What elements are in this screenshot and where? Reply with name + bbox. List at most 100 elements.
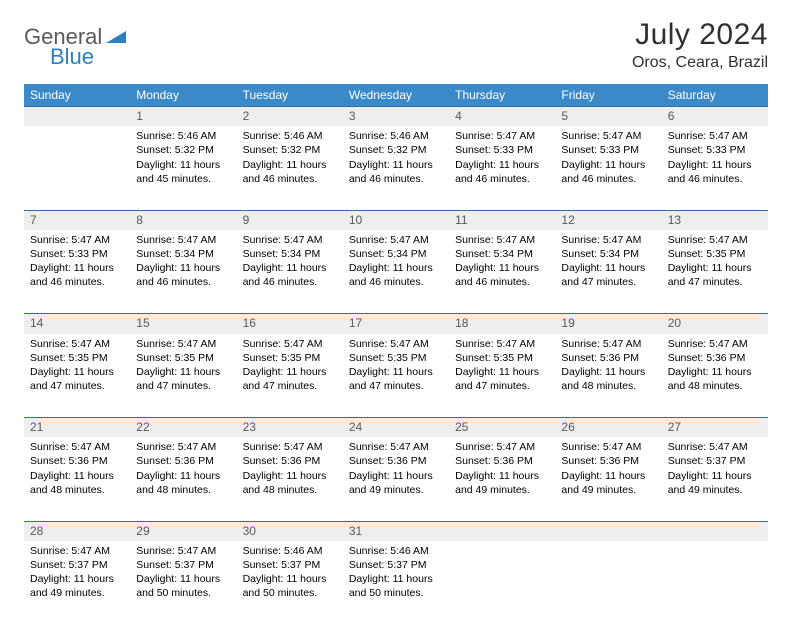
sunset-label: Sunset: 5:34 PM — [136, 247, 230, 261]
day-cell: Sunrise: 5:47 AMSunset: 5:37 PMDaylight:… — [130, 541, 236, 625]
sunset-label: Sunset: 5:36 PM — [668, 351, 762, 365]
day-cell-content: Sunrise: 5:47 AMSunset: 5:36 PMDaylight:… — [24, 437, 130, 503]
day-cell-content — [449, 541, 555, 550]
day-number: 6 — [662, 107, 768, 127]
day-cell — [555, 541, 661, 625]
day-number: 20 — [662, 314, 768, 334]
day-cell-content: Sunrise: 5:47 AMSunset: 5:37 PMDaylight:… — [24, 541, 130, 607]
sunset-label: Sunset: 5:37 PM — [243, 558, 337, 572]
day-number: 15 — [130, 314, 236, 334]
day-cell-content: Sunrise: 5:47 AMSunset: 5:35 PMDaylight:… — [343, 334, 449, 400]
day-number: 17 — [343, 314, 449, 334]
day-cell-content: Sunrise: 5:47 AMSunset: 5:33 PMDaylight:… — [555, 126, 661, 192]
day-number: 30 — [237, 521, 343, 541]
day-cell-content: Sunrise: 5:46 AMSunset: 5:32 PMDaylight:… — [130, 126, 236, 192]
day-cell: Sunrise: 5:47 AMSunset: 5:36 PMDaylight:… — [662, 334, 768, 418]
day-content-row: Sunrise: 5:47 AMSunset: 5:33 PMDaylight:… — [24, 230, 768, 314]
daylight-label: Daylight: 11 hours and 46 minutes. — [668, 158, 762, 186]
sunset-label: Sunset: 5:36 PM — [455, 454, 549, 468]
sunrise-label: Sunrise: 5:47 AM — [349, 233, 443, 247]
day-number: 27 — [662, 418, 768, 438]
sunset-label: Sunset: 5:33 PM — [668, 143, 762, 157]
sunrise-label: Sunrise: 5:47 AM — [349, 440, 443, 454]
day-cell-content: Sunrise: 5:47 AMSunset: 5:36 PMDaylight:… — [662, 334, 768, 400]
day-cell-content: Sunrise: 5:47 AMSunset: 5:36 PMDaylight:… — [343, 437, 449, 503]
sunset-label: Sunset: 5:32 PM — [349, 143, 443, 157]
daylight-label: Daylight: 11 hours and 49 minutes. — [349, 469, 443, 497]
daylight-label: Daylight: 11 hours and 47 minutes. — [136, 365, 230, 393]
daylight-label: Daylight: 11 hours and 47 minutes. — [349, 365, 443, 393]
daylight-label: Daylight: 11 hours and 46 minutes. — [243, 261, 337, 289]
sunset-label: Sunset: 5:35 PM — [136, 351, 230, 365]
sunset-label: Sunset: 5:33 PM — [561, 143, 655, 157]
sunrise-label: Sunrise: 5:47 AM — [561, 337, 655, 351]
day-number: 16 — [237, 314, 343, 334]
day-cell: Sunrise: 5:47 AMSunset: 5:36 PMDaylight:… — [130, 437, 236, 521]
day-number — [24, 107, 130, 127]
title-block: July 2024 Oros, Ceara, Brazil — [632, 18, 768, 72]
sunset-label: Sunset: 5:35 PM — [30, 351, 124, 365]
sunrise-label: Sunrise: 5:47 AM — [561, 440, 655, 454]
day-number-row: 78910111213 — [24, 210, 768, 230]
day-cell: Sunrise: 5:47 AMSunset: 5:35 PMDaylight:… — [237, 334, 343, 418]
sunset-label: Sunset: 5:34 PM — [349, 247, 443, 261]
sunrise-label: Sunrise: 5:47 AM — [136, 544, 230, 558]
day-cell-content: Sunrise: 5:47 AMSunset: 5:35 PMDaylight:… — [24, 334, 130, 400]
sunrise-label: Sunrise: 5:47 AM — [349, 337, 443, 351]
day-cell-content: Sunrise: 5:47 AMSunset: 5:35 PMDaylight:… — [237, 334, 343, 400]
sunset-label: Sunset: 5:35 PM — [243, 351, 337, 365]
daylight-label: Daylight: 11 hours and 50 minutes. — [349, 572, 443, 600]
weekday-header: Saturday — [662, 84, 768, 107]
daylight-label: Daylight: 11 hours and 50 minutes. — [136, 572, 230, 600]
daylight-label: Daylight: 11 hours and 46 minutes. — [243, 158, 337, 186]
sunrise-label: Sunrise: 5:47 AM — [668, 129, 762, 143]
day-cell: Sunrise: 5:47 AMSunset: 5:33 PMDaylight:… — [662, 126, 768, 210]
weekday-header: Monday — [130, 84, 236, 107]
daylight-label: Daylight: 11 hours and 48 minutes. — [668, 365, 762, 393]
day-cell-content: Sunrise: 5:47 AMSunset: 5:35 PMDaylight:… — [130, 334, 236, 400]
daylight-label: Daylight: 11 hours and 48 minutes. — [561, 365, 655, 393]
day-cell: Sunrise: 5:47 AMSunset: 5:33 PMDaylight:… — [555, 126, 661, 210]
daylight-label: Daylight: 11 hours and 48 minutes. — [136, 469, 230, 497]
daylight-label: Daylight: 11 hours and 46 minutes. — [349, 261, 443, 289]
day-cell: Sunrise: 5:47 AMSunset: 5:36 PMDaylight:… — [449, 437, 555, 521]
day-number: 26 — [555, 418, 661, 438]
day-number: 31 — [343, 521, 449, 541]
daylight-label: Daylight: 11 hours and 46 minutes. — [561, 158, 655, 186]
day-cell: Sunrise: 5:47 AMSunset: 5:35 PMDaylight:… — [343, 334, 449, 418]
sunset-label: Sunset: 5:36 PM — [30, 454, 124, 468]
day-number: 10 — [343, 210, 449, 230]
sunset-label: Sunset: 5:33 PM — [455, 143, 549, 157]
day-number: 28 — [24, 521, 130, 541]
daylight-label: Daylight: 11 hours and 45 minutes. — [136, 158, 230, 186]
weekday-header: Thursday — [449, 84, 555, 107]
sunset-label: Sunset: 5:34 PM — [455, 247, 549, 261]
sunrise-label: Sunrise: 5:47 AM — [30, 544, 124, 558]
day-cell: Sunrise: 5:47 AMSunset: 5:34 PMDaylight:… — [555, 230, 661, 314]
sunrise-label: Sunrise: 5:47 AM — [668, 337, 762, 351]
sunrise-label: Sunrise: 5:47 AM — [243, 440, 337, 454]
day-cell-content: Sunrise: 5:46 AMSunset: 5:37 PMDaylight:… — [237, 541, 343, 607]
day-number: 4 — [449, 107, 555, 127]
day-cell: Sunrise: 5:47 AMSunset: 5:37 PMDaylight:… — [24, 541, 130, 625]
day-cell-content: Sunrise: 5:47 AMSunset: 5:37 PMDaylight:… — [662, 437, 768, 503]
day-cell: Sunrise: 5:47 AMSunset: 5:36 PMDaylight:… — [24, 437, 130, 521]
sunrise-label: Sunrise: 5:47 AM — [136, 233, 230, 247]
day-cell-content: Sunrise: 5:47 AMSunset: 5:36 PMDaylight:… — [130, 437, 236, 503]
day-content-row: Sunrise: 5:47 AMSunset: 5:35 PMDaylight:… — [24, 334, 768, 418]
sunrise-label: Sunrise: 5:46 AM — [243, 129, 337, 143]
sunset-label: Sunset: 5:35 PM — [455, 351, 549, 365]
daylight-label: Daylight: 11 hours and 46 minutes. — [455, 261, 549, 289]
day-number: 8 — [130, 210, 236, 230]
sunrise-label: Sunrise: 5:46 AM — [136, 129, 230, 143]
sunrise-label: Sunrise: 5:47 AM — [455, 233, 549, 247]
header: General July 2024 Oros, Ceara, Brazil — [24, 18, 768, 72]
sunset-label: Sunset: 5:34 PM — [561, 247, 655, 261]
day-cell-content — [662, 541, 768, 550]
day-cell-content: Sunrise: 5:47 AMSunset: 5:36 PMDaylight:… — [237, 437, 343, 503]
day-cell: Sunrise: 5:47 AMSunset: 5:34 PMDaylight:… — [343, 230, 449, 314]
day-cell-content: Sunrise: 5:47 AMSunset: 5:36 PMDaylight:… — [555, 334, 661, 400]
day-content-row: Sunrise: 5:47 AM Sunset: 5:36 PM Daylight:… — [24, 437, 768, 521]
day-cell: Sunrise: 5:46 AMSunset: 5:37 PMDaylight:… — [237, 541, 343, 625]
month-title: July 2024 — [632, 18, 768, 52]
